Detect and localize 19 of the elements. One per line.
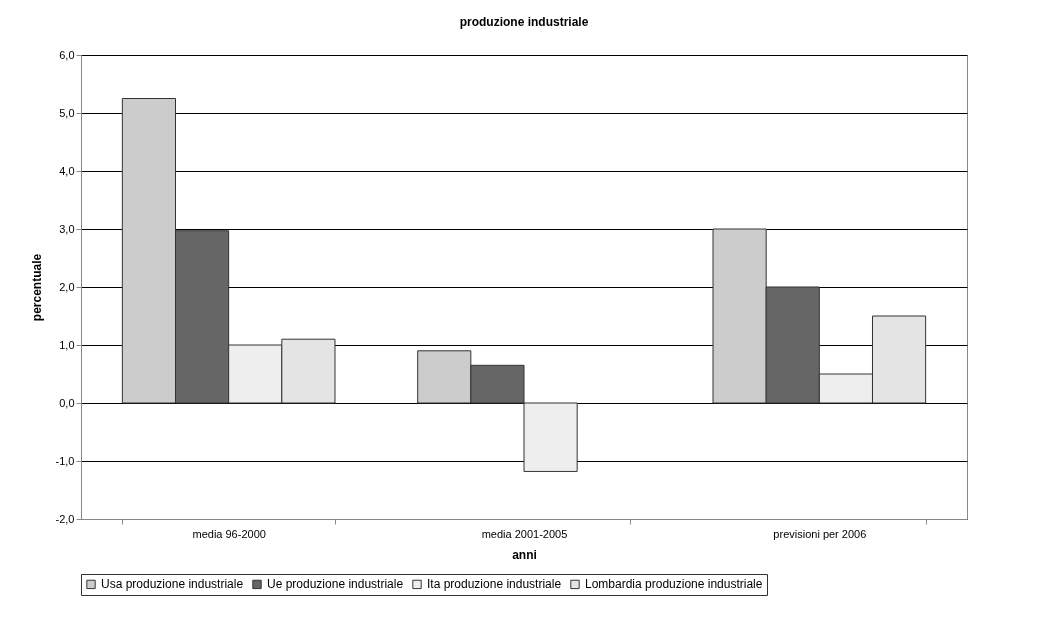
x-axis-title: anni — [512, 547, 537, 562]
y-axis-title: percentuale — [29, 253, 44, 322]
y-tick-label: 5,0 — [59, 106, 75, 119]
chart-title: produzione industriale — [459, 15, 589, 29]
legend-label: Ue produzione industriale — [267, 577, 404, 592]
legend-label: Usa produzione industriale — [101, 577, 244, 592]
x-tick-label: media 96-2000 — [192, 527, 266, 540]
y-tick-label: 1,0 — [59, 338, 75, 351]
y-tick-label: -2,0 — [55, 512, 75, 525]
x-tick-label: media 2001-2005 — [481, 527, 568, 540]
y-tick-label: 4,0 — [59, 164, 75, 177]
y-tick-label: 3,0 — [59, 222, 75, 235]
y-tick-label: -1,0 — [55, 454, 75, 467]
x-tick-label: previsioni per 2006 — [773, 527, 867, 540]
y-tick-label: 2,0 — [59, 280, 75, 293]
legend-label: Lombardia produzione industriale — [585, 577, 763, 592]
y-tick-label: 0,0 — [59, 396, 75, 409]
y-tick-label: 6,0 — [59, 48, 75, 61]
legend-label: Ita produzione industriale — [427, 577, 562, 592]
